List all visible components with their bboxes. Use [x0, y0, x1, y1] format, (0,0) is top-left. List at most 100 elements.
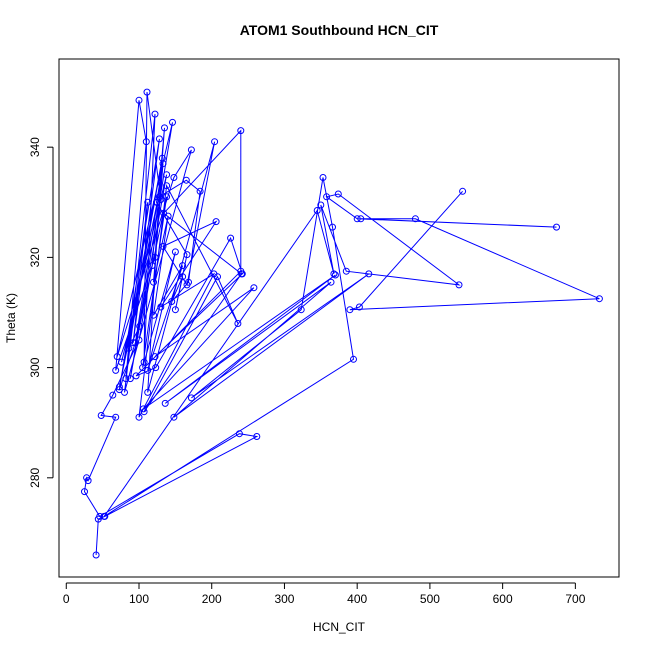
data-point — [131, 339, 139, 347]
data-point — [350, 355, 357, 363]
data-point — [126, 375, 134, 383]
data-point — [161, 399, 169, 407]
plot-frame — [58, 58, 620, 578]
data-point — [330, 270, 338, 278]
y-tick-label: 300 — [28, 357, 42, 377]
data-point — [212, 218, 220, 226]
data-point — [113, 353, 121, 361]
x-tick-label: 600 — [493, 592, 513, 606]
data-point — [187, 146, 195, 154]
data-point — [100, 512, 108, 520]
data-point — [96, 512, 104, 520]
data-point — [92, 551, 100, 559]
data-point — [140, 408, 148, 416]
data-point — [342, 267, 350, 275]
data-point — [115, 386, 123, 394]
data-point — [183, 251, 191, 259]
data-point — [160, 209, 168, 217]
data-point — [353, 215, 361, 223]
data-point — [329, 223, 336, 231]
data-point — [171, 248, 179, 256]
data-point — [595, 295, 603, 303]
data-point — [135, 96, 143, 104]
data-point — [144, 366, 152, 374]
data-point — [153, 198, 160, 206]
data-point — [183, 281, 191, 289]
data-point — [109, 391, 117, 399]
data-point — [157, 303, 165, 311]
x-tick-label: 400 — [347, 592, 367, 606]
data-point — [365, 270, 373, 278]
data-point — [357, 215, 365, 223]
data-point — [155, 193, 163, 201]
data-point — [355, 303, 363, 311]
data-point — [81, 488, 88, 496]
data-point — [118, 358, 125, 366]
data-point — [135, 413, 143, 421]
data-point — [317, 201, 325, 209]
data-point — [411, 215, 419, 223]
series-layer — [81, 88, 603, 559]
y-axis: 280 300 320 340 — [28, 137, 54, 488]
data-point — [179, 273, 187, 281]
data-point — [151, 110, 159, 118]
data-point — [455, 281, 463, 289]
chart-title: ATOM1 Southbound HCN_CIT — [240, 22, 439, 38]
data-point — [155, 135, 163, 143]
data-point — [459, 187, 467, 195]
data-point — [211, 138, 219, 146]
data-point — [97, 412, 105, 419]
y-axis-label: Theta (K) — [4, 293, 18, 343]
data-point — [331, 271, 339, 279]
data-point — [234, 320, 242, 327]
x-tick-label: 300 — [274, 592, 294, 606]
data-point — [334, 190, 342, 198]
data-point — [143, 88, 151, 96]
y-tick-label: 280 — [28, 467, 42, 487]
data-point — [122, 375, 130, 383]
data-point — [139, 405, 147, 413]
x-tick-label: 700 — [565, 592, 585, 606]
data-point — [142, 138, 150, 146]
data-point — [297, 306, 305, 314]
data-point — [196, 187, 204, 195]
data-point — [159, 242, 167, 250]
data-point — [136, 322, 144, 330]
data-point — [159, 160, 167, 168]
data-point — [227, 234, 235, 242]
data-point — [150, 311, 157, 319]
data-point — [313, 207, 321, 214]
x-axis-label: HCN_CIT — [313, 620, 366, 634]
data-point — [150, 278, 157, 286]
data-point — [250, 284, 258, 292]
data-point — [144, 388, 152, 396]
data-point — [553, 223, 560, 231]
data-point — [170, 413, 178, 421]
y-tick-label: 340 — [28, 137, 42, 157]
data-point — [179, 262, 187, 270]
data-point — [346, 306, 354, 314]
data-point — [151, 253, 159, 261]
data-point — [148, 262, 156, 270]
series-line — [83, 92, 600, 556]
data-point — [112, 366, 120, 374]
data-point — [170, 174, 178, 181]
data-point — [163, 182, 171, 190]
data-point — [84, 477, 92, 485]
data-point — [168, 298, 176, 305]
data-point — [163, 193, 171, 201]
data-point — [187, 394, 195, 402]
data-point — [132, 372, 140, 380]
data-point — [171, 306, 179, 314]
data-point — [112, 413, 120, 421]
data-point — [237, 127, 245, 135]
x-tick-label: 100 — [129, 592, 149, 606]
data-point — [115, 383, 123, 391]
data-point — [163, 171, 171, 179]
x-tick-label: 0 — [63, 592, 70, 606]
x-axis: 0 100 200 300 400 500 600 700 — [63, 582, 586, 606]
data-point — [214, 273, 221, 281]
x-tick-label: 500 — [420, 592, 440, 606]
data-point — [129, 339, 137, 347]
